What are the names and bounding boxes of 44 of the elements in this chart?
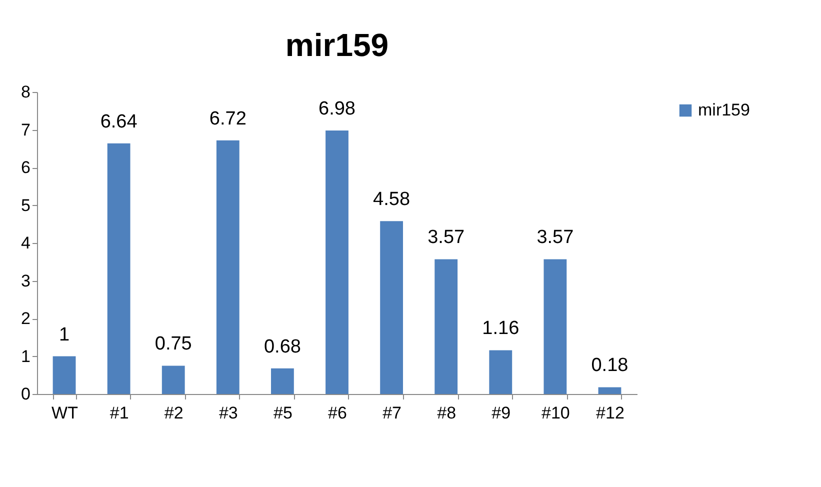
x-tick-label: #6: [328, 404, 347, 422]
legend-label: mir159: [698, 100, 750, 120]
data-label: 1: [58, 324, 70, 346]
data-label: 0.18: [591, 355, 628, 376]
data-label: 3.57: [536, 227, 574, 248]
y-tick-label: 0: [21, 384, 30, 404]
bar: [434, 259, 458, 394]
x-tick-label: #1: [110, 404, 129, 422]
data-label: 6.72: [209, 108, 246, 130]
x-tick-label: #9: [492, 404, 511, 422]
bar: [544, 259, 567, 394]
x-tick-label: #3: [218, 404, 238, 422]
data-label: 0.68: [264, 336, 301, 358]
x-tick-label: #8: [437, 404, 456, 422]
bar: [380, 221, 403, 394]
bar: [216, 140, 240, 394]
data-label: 3.57: [428, 227, 465, 248]
y-tick-label: 8: [21, 82, 30, 102]
y-tick-label: 5: [21, 196, 30, 215]
y-tick-label: 6: [21, 158, 30, 177]
y-tick-label: 3: [21, 271, 30, 290]
y-tick-label: 7: [21, 120, 30, 140]
data-label: 6.98: [318, 98, 356, 120]
y-tick-label: 2: [21, 309, 30, 328]
y-tick-label: 4: [21, 234, 30, 252]
y-tick-label: 1: [21, 346, 30, 366]
bar: [271, 368, 294, 394]
data-label: 1.16: [482, 318, 520, 340]
bar: [326, 130, 348, 394]
bar: [107, 143, 130, 394]
x-tick-label: #2: [164, 404, 184, 422]
x-tick-label: #7: [382, 404, 402, 422]
bar: [162, 366, 185, 394]
data-label: 6.64: [100, 111, 138, 132]
chart-title: mir159: [285, 27, 389, 63]
x-tick-label: WT: [52, 404, 78, 422]
bar: [598, 387, 622, 394]
x-tick-label: #10: [541, 404, 570, 422]
x-tick-label: #12: [596, 404, 624, 422]
data-label: 0.75: [154, 334, 192, 355]
data-label: 4.58: [373, 189, 410, 210]
x-tick-label: #5: [273, 404, 292, 422]
bar: [489, 350, 512, 394]
bar: [52, 356, 76, 394]
